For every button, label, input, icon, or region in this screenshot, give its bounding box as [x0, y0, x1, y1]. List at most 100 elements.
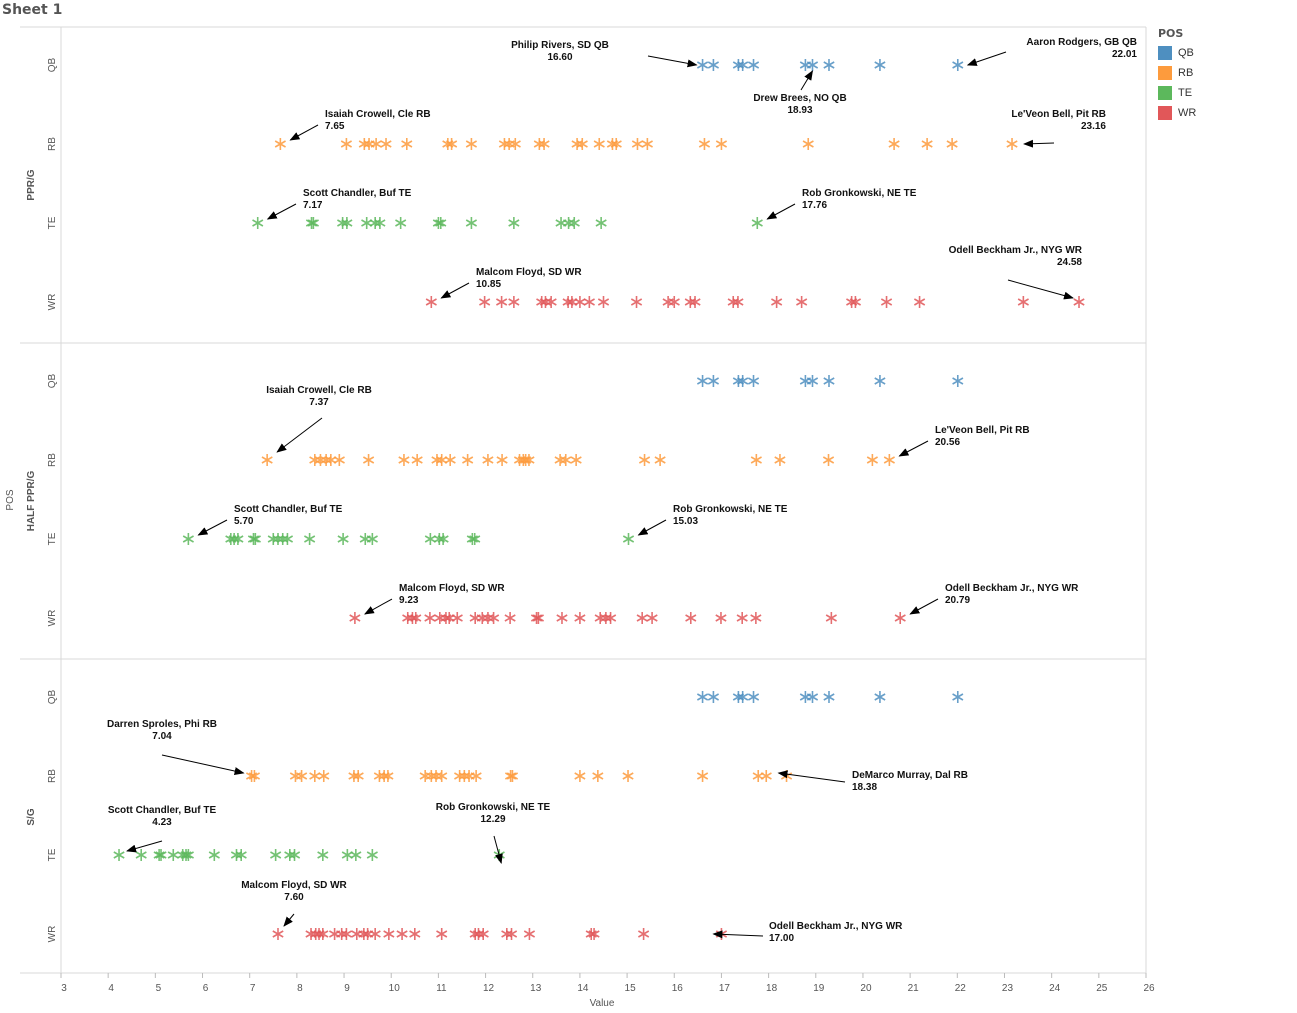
data-point[interactable]: [277, 533, 289, 545]
data-point[interactable]: [568, 217, 580, 229]
data-point[interactable]: [530, 612, 543, 624]
data-point[interactable]: [496, 454, 508, 466]
data-point[interactable]: [747, 375, 760, 387]
data-point[interactable]: [570, 454, 582, 466]
data-point[interactable]: [638, 454, 651, 466]
data-point[interactable]: [737, 691, 749, 703]
data-point[interactable]: [636, 612, 648, 624]
data-point[interactable]: [668, 296, 680, 308]
data-point[interactable]: [509, 138, 521, 150]
data-point[interactable]: [248, 770, 261, 782]
data-point[interactable]: [574, 770, 586, 782]
data-point[interactable]: [592, 770, 604, 782]
data-point[interactable]: [284, 849, 296, 861]
data-point[interactable]: [533, 138, 545, 150]
data-point[interactable]: [1073, 296, 1085, 308]
data-point[interactable]: [752, 770, 764, 782]
data-point[interactable]: [482, 454, 494, 466]
data-point[interactable]: [411, 454, 423, 466]
data-point[interactable]: [508, 296, 520, 308]
legend-item-wr[interactable]: WR: [1158, 103, 1196, 123]
data-point[interactable]: [479, 296, 491, 308]
data-point[interactable]: [593, 138, 605, 150]
data-point[interactable]: [349, 612, 361, 624]
data-point[interactable]: [329, 928, 341, 940]
data-point[interactable]: [504, 612, 516, 624]
data-point[interactable]: [576, 138, 588, 150]
data-point[interactable]: [208, 849, 220, 861]
data-point[interactable]: [482, 612, 494, 624]
data-point[interactable]: [374, 217, 386, 229]
data-point[interactable]: [799, 59, 812, 71]
data-point[interactable]: [401, 138, 413, 150]
data-point[interactable]: [574, 612, 586, 624]
data-point[interactable]: [366, 849, 378, 861]
data-point[interactable]: [333, 454, 345, 466]
data-point[interactable]: [252, 217, 264, 229]
data-point[interactable]: [182, 533, 194, 545]
data-point[interactable]: [477, 928, 489, 940]
data-point[interactable]: [883, 454, 895, 466]
data-point[interactable]: [382, 770, 394, 782]
data-point[interactable]: [155, 849, 167, 861]
data-point[interactable]: [182, 849, 194, 861]
data-point[interactable]: [696, 375, 709, 387]
data-point[interactable]: [351, 928, 363, 940]
data-point[interactable]: [504, 770, 517, 782]
data-point[interactable]: [689, 296, 701, 308]
data-point[interactable]: [796, 296, 808, 308]
data-point[interactable]: [684, 296, 696, 308]
legend-item-rb[interactable]: RB: [1158, 63, 1196, 83]
data-point[interactable]: [437, 533, 449, 545]
data-point[interactable]: [654, 454, 666, 466]
data-point[interactable]: [436, 770, 448, 782]
data-point[interactable]: [476, 612, 488, 624]
data-point[interactable]: [274, 138, 286, 150]
data-point[interactable]: [622, 770, 634, 782]
data-point[interactable]: [554, 454, 566, 466]
data-point[interactable]: [444, 454, 456, 466]
data-point[interactable]: [508, 217, 520, 229]
data-point[interactable]: [369, 928, 381, 940]
data-point[interactable]: [366, 533, 378, 545]
data-point[interactable]: [317, 849, 329, 861]
data-point[interactable]: [630, 296, 643, 308]
data-point[interactable]: [771, 296, 783, 308]
data-point[interactable]: [249, 533, 261, 545]
data-point[interactable]: [454, 770, 466, 782]
data-point[interactable]: [472, 928, 485, 940]
data-point[interactable]: [501, 928, 513, 940]
data-point[interactable]: [604, 612, 617, 624]
data-point[interactable]: [180, 849, 192, 861]
data-point[interactable]: [560, 454, 572, 466]
data-point[interactable]: [696, 770, 709, 782]
data-point[interactable]: [880, 296, 893, 308]
data-point[interactable]: [685, 612, 697, 624]
data-point[interactable]: [952, 375, 964, 387]
data-point[interactable]: [747, 59, 760, 71]
data-point[interactable]: [340, 928, 352, 940]
data-point[interactable]: [822, 454, 835, 466]
data-point[interactable]: [505, 928, 518, 940]
data-point[interactable]: [545, 296, 557, 308]
data-point[interactable]: [304, 533, 316, 545]
data-point[interactable]: [307, 217, 319, 229]
data-point[interactable]: [270, 849, 282, 861]
data-point[interactable]: [358, 138, 370, 150]
data-point[interactable]: [774, 454, 786, 466]
data-point[interactable]: [466, 533, 478, 545]
data-point[interactable]: [538, 138, 550, 150]
data-point[interactable]: [696, 691, 709, 703]
data-point[interactable]: [823, 59, 835, 71]
data-point[interactable]: [921, 138, 933, 150]
data-point[interactable]: [267, 533, 279, 545]
data-point[interactable]: [235, 849, 247, 861]
data-point[interactable]: [946, 138, 958, 150]
data-point[interactable]: [737, 375, 749, 387]
data-point[interactable]: [359, 533, 371, 545]
data-point[interactable]: [874, 59, 886, 71]
data-point[interactable]: [707, 691, 720, 703]
data-point[interactable]: [309, 454, 321, 466]
data-point[interactable]: [318, 770, 330, 782]
data-point[interactable]: [888, 138, 900, 150]
